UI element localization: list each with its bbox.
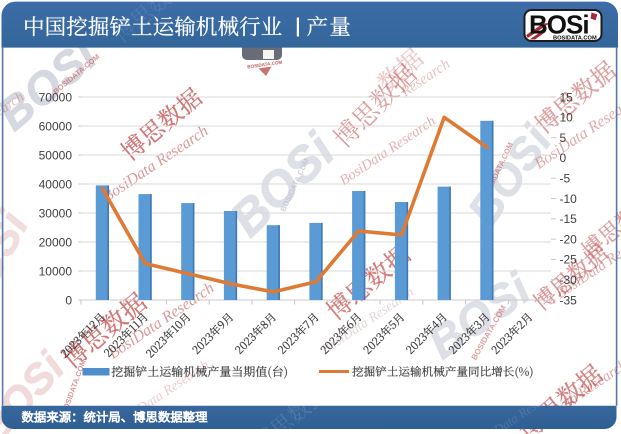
svg-text:-30: -30 bbox=[560, 273, 578, 287]
svg-text:5: 5 bbox=[560, 131, 567, 145]
svg-text:20000: 20000 bbox=[39, 235, 73, 249]
svg-text:60000: 60000 bbox=[39, 119, 73, 133]
svg-text:-15: -15 bbox=[560, 212, 578, 226]
svg-text:10: 10 bbox=[560, 111, 574, 125]
svg-text:10000: 10000 bbox=[39, 264, 73, 278]
svg-text:70000: 70000 bbox=[39, 90, 73, 104]
svg-text:-5: -5 bbox=[560, 172, 571, 186]
svg-text:-25: -25 bbox=[560, 253, 578, 267]
svg-text:-35: -35 bbox=[560, 293, 578, 307]
svg-text:0: 0 bbox=[560, 151, 567, 165]
svg-text:-20: -20 bbox=[560, 232, 578, 246]
svg-text:-10: -10 bbox=[560, 192, 578, 206]
svg-text:BOSIDATA.COM: BOSIDATA.COM bbox=[247, 60, 283, 70]
svg-text:40000: 40000 bbox=[39, 177, 73, 191]
svg-text:15: 15 bbox=[560, 90, 574, 104]
svg-text:30000: 30000 bbox=[39, 206, 73, 220]
svg-text:50000: 50000 bbox=[39, 148, 73, 162]
svg-text:BOSi: BOSi bbox=[529, 10, 589, 40]
svg-text:BOSIDATA.COM: BOSIDATA.COM bbox=[553, 36, 597, 42]
svg-text:0: 0 bbox=[65, 293, 72, 307]
